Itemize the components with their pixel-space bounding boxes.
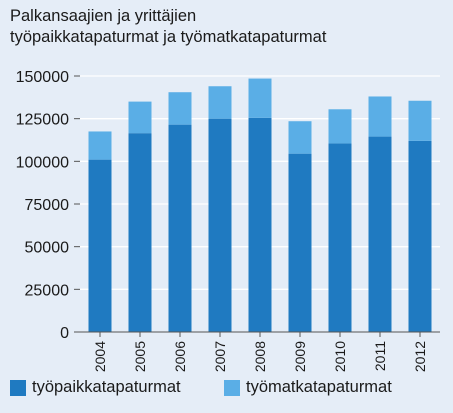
chart-title: Palkansaajien ja yrittäjien työpaikkatap… <box>10 6 446 48</box>
x-tick-label: 2011 <box>372 341 388 371</box>
bar-segment-tyopaikka <box>248 117 272 333</box>
legend-item-tyomatka: työmatkatapaturmat <box>224 378 392 397</box>
y-tick-label: 25000 <box>25 282 70 299</box>
legend-label-tyopaikka: työpaikkatapaturmat <box>32 378 181 396</box>
x-tick-label: 2009 <box>292 341 308 372</box>
bar-segment-tyomatka <box>328 109 352 144</box>
bar-segment-tyomatka <box>88 131 112 160</box>
bar-segment-tyomatka <box>288 121 312 154</box>
bar-segment-tyomatka <box>368 96 392 137</box>
y-tick-label: 0 <box>60 325 69 342</box>
x-tick-label: 2007 <box>212 341 228 372</box>
bar-segment-tyopaikka <box>88 159 112 332</box>
y-tick-label: 150000 <box>16 69 69 86</box>
y-tick-label: 100000 <box>16 154 69 171</box>
legend-item-tyopaikka: työpaikkatapaturmat <box>10 378 181 397</box>
x-tick-label: 2005 <box>132 341 148 372</box>
bar-segment-tyomatka <box>128 101 152 134</box>
y-tick-label: 50000 <box>25 240 70 257</box>
chart-legend: työpaikkatapaturmat työmatkatapaturmat <box>10 378 446 402</box>
x-tick-label: 2010 <box>332 341 348 372</box>
x-tick-label: 2008 <box>252 341 268 372</box>
bar-segment-tyomatka <box>408 100 432 141</box>
legend-swatch-tyopaikka <box>10 379 26 396</box>
bar-segment-tyopaikka <box>288 153 312 332</box>
legend-swatch-tyomatka <box>224 379 240 396</box>
x-tick-label: 2004 <box>92 341 108 372</box>
bar-segment-tyomatka <box>248 78 272 118</box>
bar-segment-tyopaikka <box>168 124 192 332</box>
bar-segment-tyomatka <box>208 86 232 119</box>
y-tick-label: 125000 <box>16 112 69 129</box>
x-tick-label: 2012 <box>412 341 428 372</box>
bar-segment-tyomatka <box>168 92 192 125</box>
y-tick-label: 75000 <box>25 197 70 214</box>
bar-segment-tyopaikka <box>128 133 152 332</box>
bar-segment-tyopaikka <box>408 140 432 332</box>
bar-segment-tyopaikka <box>328 143 352 332</box>
chart-title-line-2: työpaikkatapaturmat ja työmatkatapaturma… <box>10 28 327 46</box>
x-tick-label: 2006 <box>172 341 188 372</box>
bar-segment-tyopaikka <box>368 136 392 332</box>
chart-title-line-1: Palkansaajien ja yrittäjien <box>10 7 197 25</box>
bar-segment-tyopaikka <box>208 118 232 333</box>
legend-label-tyomatka: työmatkatapaturmat <box>246 378 392 396</box>
